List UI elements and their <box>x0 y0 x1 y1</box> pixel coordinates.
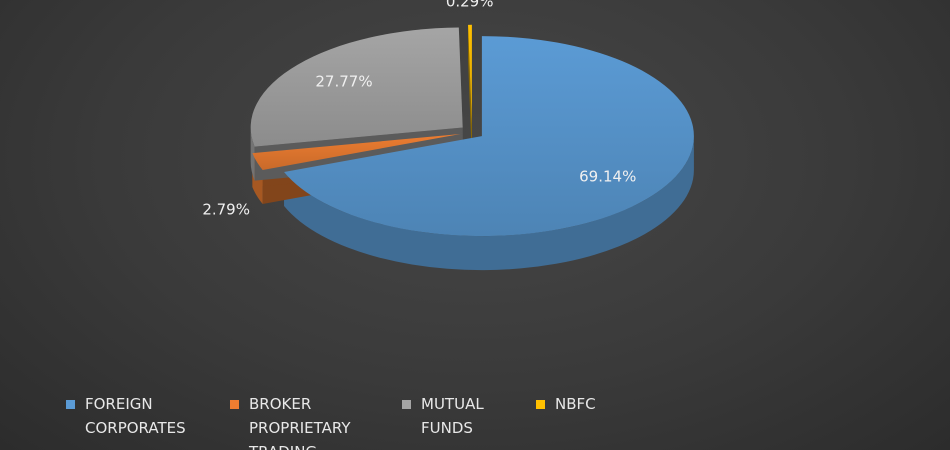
legend-item: FOREIGN CORPORATES <box>66 392 230 450</box>
legend-label: MUTUAL FUNDS <box>421 395 484 437</box>
data-label: 0.29% <box>446 0 494 10</box>
legend-label: NBFC <box>555 395 596 413</box>
slice <box>252 133 461 170</box>
legend-swatch <box>402 400 411 409</box>
data-label: 2.79% <box>202 200 250 218</box>
slice-cut <box>468 24 472 159</box>
legend-label: FOREIGN CORPORATES <box>85 395 186 437</box>
legend-item: MUTUAL FUNDS <box>402 392 536 450</box>
slice-side <box>250 127 255 181</box>
legend-swatch <box>536 400 545 409</box>
legend: FOREIGN CORPORATES BROKER PROPRIETARY TRA… <box>66 392 656 450</box>
legend-item: NBFC <box>536 392 656 450</box>
legend-label: BROKER PROPRIETARY TRADING <box>249 395 351 450</box>
legend-item: BROKER PROPRIETARY TRADING <box>230 392 402 450</box>
legend-swatch <box>230 400 239 409</box>
data-label: 27.77% <box>315 73 372 91</box>
slice <box>250 27 463 147</box>
legend-swatch <box>66 400 75 409</box>
data-label: 69.14% <box>579 167 636 185</box>
slice <box>468 24 472 125</box>
slice <box>284 36 694 237</box>
slice-side <box>284 136 694 271</box>
